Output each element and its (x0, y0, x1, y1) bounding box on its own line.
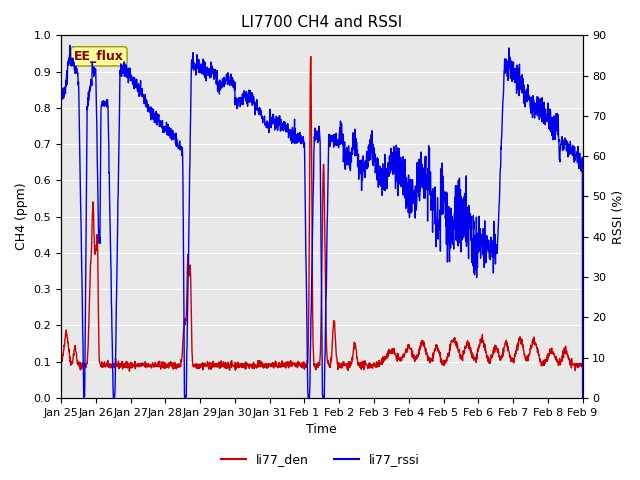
Y-axis label: RSSI (%): RSSI (%) (612, 190, 625, 244)
Y-axis label: CH4 (ppm): CH4 (ppm) (15, 183, 28, 251)
Text: EE_flux: EE_flux (74, 50, 124, 63)
Title: LI7700 CH4 and RSSI: LI7700 CH4 and RSSI (241, 15, 403, 30)
Legend: li77_den, li77_rssi: li77_den, li77_rssi (216, 448, 424, 471)
X-axis label: Time: Time (307, 423, 337, 436)
